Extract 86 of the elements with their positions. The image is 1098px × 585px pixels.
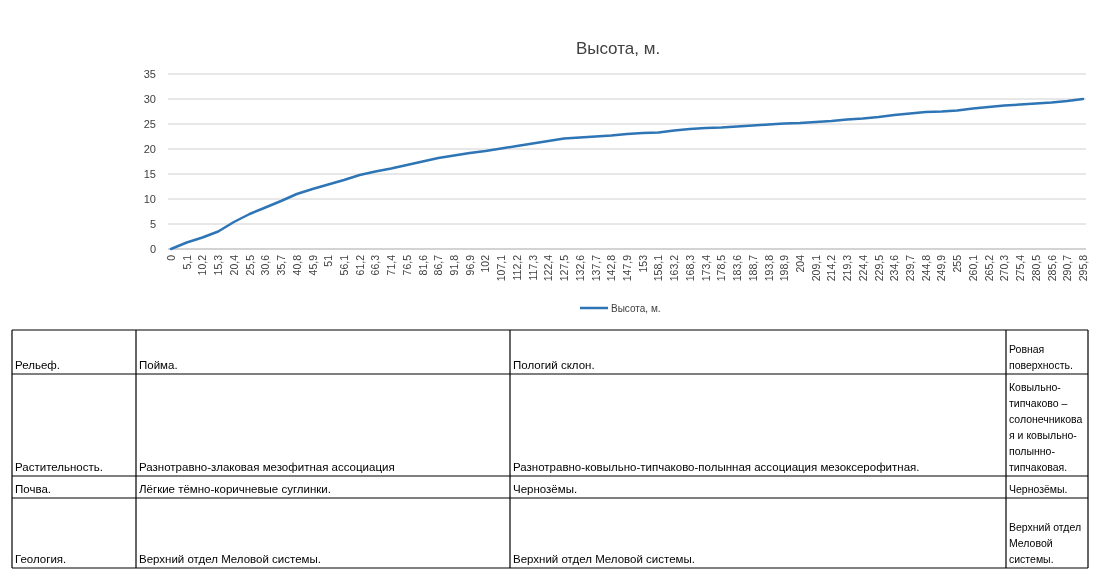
y-tick-label: 5 xyxy=(149,217,156,230)
x-tick-label: 193,8 xyxy=(762,254,775,282)
x-tick-label: 5,1 xyxy=(180,254,193,270)
y-tick-label: 25 xyxy=(143,117,156,130)
text: Рельеф. xyxy=(15,359,60,371)
text: Верхний отдел Меловой системы. xyxy=(1009,521,1082,565)
x-tick-label: 81,6 xyxy=(416,254,429,276)
x-tick-label: 280,5 xyxy=(1029,254,1042,282)
text: Чернозёмы. xyxy=(1009,483,1068,495)
text: Лёгкие тёмно-коричневые суглинки. xyxy=(139,483,331,495)
x-tick-label: 285,6 xyxy=(1045,254,1058,282)
x-tick-label: 209,1 xyxy=(809,254,822,282)
x-tick-label: 290,7 xyxy=(1061,254,1074,282)
y-tick-label: 35 xyxy=(143,67,156,80)
x-tick-label: 51 xyxy=(322,254,335,267)
x-tick-label: 198,9 xyxy=(778,254,791,282)
x-tick-label: 112,2 xyxy=(510,254,523,281)
x-tick-label: 224,4 xyxy=(856,254,869,282)
x-tick-label: 117,3 xyxy=(526,254,539,281)
x-tick-label: 122,4 xyxy=(542,254,555,282)
x-tick-label: 96,9 xyxy=(463,254,476,276)
x-tick-label: 239,7 xyxy=(904,254,917,282)
text: Геология. xyxy=(15,553,67,565)
text: Разнотравно-злаковая мезофитная ассоциация xyxy=(139,461,395,473)
x-tick-label: 270,3 xyxy=(998,254,1011,282)
text: Ковыльно-типчаково – солонечниковая и ковыльно-полынно-типчаковая. xyxy=(1009,381,1083,473)
x-tick-label: 275,4 xyxy=(1014,254,1027,282)
y-tick-label: 10 xyxy=(143,192,156,205)
x-tick-label: 255 xyxy=(951,254,964,273)
x-tick-label: 295,8 xyxy=(1077,254,1089,282)
x-tick-label: 188,7 xyxy=(746,254,759,282)
x-tick-label: 158,1 xyxy=(652,254,665,282)
x-tick-label: 71,4 xyxy=(385,254,398,276)
x-tick-label: 86,7 xyxy=(432,254,445,276)
text: Верхний отдел Меловой системы. xyxy=(139,553,321,565)
y-tick-label: 15 xyxy=(143,167,156,180)
x-tick-label: 91,8 xyxy=(448,254,461,276)
x-tick-label: 244,8 xyxy=(919,254,932,282)
legend-label: Высота, м. xyxy=(611,302,661,314)
y-tick-label: 20 xyxy=(143,142,156,155)
text: Пойма. xyxy=(139,359,178,371)
x-tick-label: 219,3 xyxy=(841,254,854,282)
x-tick-label: 40,8 xyxy=(290,254,303,276)
text: Пологий склон. xyxy=(513,359,595,371)
text: Чернозёмы. xyxy=(513,483,578,495)
x-tick-label: 132,6 xyxy=(573,254,586,282)
x-tick-label: 142,8 xyxy=(605,254,618,282)
x-tick-label: 204 xyxy=(793,254,806,273)
x-tick-label: 168,3 xyxy=(683,254,696,282)
x-tick-label: 127,5 xyxy=(558,254,571,282)
x-tick-label: 137,7 xyxy=(589,254,602,282)
y-tick-label: 0 xyxy=(149,242,156,255)
x-tick-label: 260,1 xyxy=(966,254,979,282)
x-tick-label: 234,6 xyxy=(888,254,901,282)
x-tick-label: 183,6 xyxy=(731,254,744,282)
x-tick-label: 20,4 xyxy=(227,254,240,276)
text: Растительность. xyxy=(15,461,103,473)
y-tick-label: 30 xyxy=(143,92,156,105)
x-tick-label: 153 xyxy=(636,254,649,273)
x-tick-label: 25,5 xyxy=(243,254,256,276)
x-tick-label: 61,2 xyxy=(353,254,366,276)
x-tick-label: 265,2 xyxy=(982,254,995,282)
x-tick-label: 102 xyxy=(479,254,492,273)
x-tick-label: 147,9 xyxy=(621,254,633,282)
line-series xyxy=(169,97,1085,251)
text: Ровная поверхность. xyxy=(1009,343,1073,371)
x-tick-label: 56,1 xyxy=(337,254,350,276)
x-tick-label: 214,2 xyxy=(825,254,838,282)
x-tick-label: 0 xyxy=(165,254,177,261)
text: Почва. xyxy=(15,483,51,495)
x-tick-label: 30,6 xyxy=(259,254,272,276)
chart-title: Высота, м. xyxy=(575,39,661,58)
x-tick-label: 178,5 xyxy=(715,254,728,282)
x-tick-label: 229,5 xyxy=(872,254,885,282)
x-tick-label: 15,3 xyxy=(212,254,225,276)
x-tick-label: 10,2 xyxy=(196,254,209,276)
x-tick-label: 163,2 xyxy=(668,254,681,282)
x-tick-label: 249,9 xyxy=(935,254,948,282)
text: Разнотравно-ковыльно-типчаково-полынная ассоциация мезоксерофитная. xyxy=(513,461,920,473)
x-tick-label: 173,4 xyxy=(699,254,712,282)
x-tick-label: 35,7 xyxy=(275,254,288,276)
x-tick-label: 76,5 xyxy=(400,254,413,276)
x-tick-label: 107,1 xyxy=(495,254,508,282)
text: Верхний отдел Меловой системы. xyxy=(513,553,695,565)
x-tick-label: 45,9 xyxy=(306,254,319,276)
x-tick-label: 66,3 xyxy=(369,254,382,276)
